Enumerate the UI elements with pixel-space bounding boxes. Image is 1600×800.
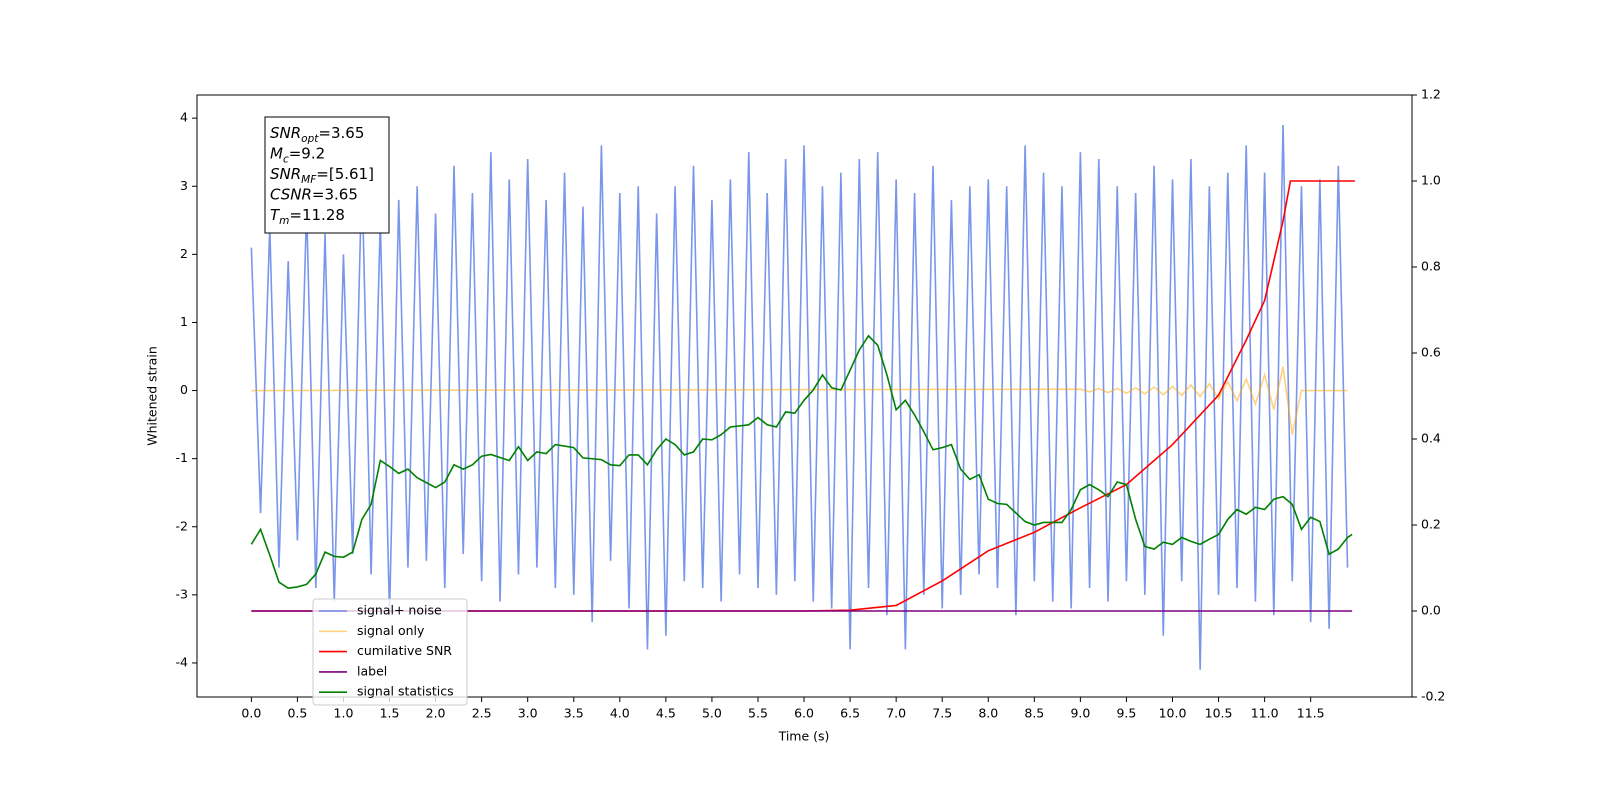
legend-label: signal only bbox=[357, 623, 425, 638]
y2-tick-label: 0.2 bbox=[1421, 517, 1441, 532]
y-tick-label: -2 bbox=[176, 518, 188, 533]
annotation-text: =[5.61] bbox=[316, 165, 374, 183]
annotation-text: =3.65 bbox=[312, 186, 358, 204]
x-tick-label: 9.5 bbox=[1116, 706, 1136, 721]
x-tick-label: 10.5 bbox=[1205, 706, 1233, 721]
series-line bbox=[250, 124, 1349, 670]
y2-tick-label: -0.2 bbox=[1421, 689, 1445, 704]
y2-tick-label: 1.0 bbox=[1421, 173, 1441, 188]
series-line bbox=[251, 180, 1355, 612]
series-line bbox=[250, 334, 1353, 590]
x-tick-label: 2.0 bbox=[426, 706, 446, 721]
legend-label: signal+ noise bbox=[357, 603, 442, 618]
annotation-text: =3.65 bbox=[318, 124, 364, 142]
x-tick-label: 4.5 bbox=[656, 706, 676, 721]
x-tick-label: 5.5 bbox=[748, 706, 768, 721]
y-tick-label: 1 bbox=[180, 314, 188, 329]
x-tick-label: 8.0 bbox=[978, 706, 998, 721]
x-tick-label: 3.5 bbox=[564, 706, 584, 721]
x-tick-label: 0.0 bbox=[241, 706, 261, 721]
x-tick-label: 7.0 bbox=[886, 706, 906, 721]
y-tick-label: 0 bbox=[180, 382, 188, 397]
y-tick-label: 3 bbox=[180, 178, 188, 193]
x-tick-label: 6.0 bbox=[794, 706, 814, 721]
x-tick-label: 1.0 bbox=[334, 706, 354, 721]
annotation: SNRopt=3.65 bbox=[270, 124, 364, 145]
x-tick-label: 6.5 bbox=[840, 706, 860, 721]
x-tick-label: 2.5 bbox=[472, 706, 492, 721]
x-axis-label: Time (s) bbox=[778, 729, 830, 744]
y2-tick-label: 0.0 bbox=[1421, 603, 1441, 618]
x-tick-label: 11.0 bbox=[1251, 706, 1279, 721]
y2-tick-label: 0.4 bbox=[1421, 431, 1441, 446]
x-tick-label: 10.0 bbox=[1159, 706, 1187, 721]
annotation-box bbox=[264, 116, 390, 234]
annotation-symbol: SNR bbox=[270, 124, 301, 142]
y-tick-label: 4 bbox=[180, 110, 188, 125]
x-tick-label: 7.5 bbox=[932, 706, 952, 721]
x-tick-label: 9.0 bbox=[1070, 706, 1090, 721]
series-line bbox=[251, 366, 1348, 435]
x-tick-label: 0.5 bbox=[287, 706, 307, 721]
legend-label: signal statistics bbox=[357, 684, 454, 699]
legend-box bbox=[312, 598, 468, 706]
legend-label: label bbox=[357, 663, 387, 678]
y-tick-label: -4 bbox=[176, 654, 189, 669]
x-tick-label: 8.5 bbox=[1024, 706, 1044, 721]
annotation-sub: opt bbox=[301, 133, 319, 145]
annotation-symbol: T bbox=[270, 206, 281, 224]
y-tick-label: 2 bbox=[180, 246, 188, 261]
annotation-symbol: M bbox=[270, 145, 283, 163]
y2-tick-label: 0.8 bbox=[1421, 259, 1441, 274]
x-tick-label: 1.5 bbox=[380, 706, 400, 721]
annotation-sub: c bbox=[283, 154, 289, 166]
y2-tick-label: 1.2 bbox=[1421, 87, 1441, 102]
y-tick-label: -1 bbox=[176, 450, 188, 465]
annotation: Tm=11.28 bbox=[270, 206, 345, 227]
x-tick-label: 3.0 bbox=[518, 706, 538, 721]
x-tick-label: 4.0 bbox=[610, 706, 630, 721]
annotation-text: =9.2 bbox=[289, 145, 325, 163]
annotation: CSNR=3.65 bbox=[270, 186, 358, 204]
annotation: Mc=9.2 bbox=[270, 145, 325, 166]
annotation-sub: MF bbox=[301, 174, 317, 186]
y-axis-label: Whitened strain bbox=[145, 346, 160, 445]
y-tick-label: -3 bbox=[176, 586, 188, 601]
x-tick-label: 5.0 bbox=[702, 706, 722, 721]
annotation-sub: m bbox=[279, 215, 289, 227]
annotation: SNRMF=[5.61] bbox=[270, 165, 374, 186]
y2-tick-label: 0.6 bbox=[1421, 345, 1441, 360]
annotation-symbol: SNR bbox=[270, 165, 301, 183]
legend-label: cumilative SNR bbox=[357, 643, 452, 658]
annotation-text: =11.28 bbox=[289, 206, 345, 224]
x-tick-label: 11.5 bbox=[1297, 706, 1325, 721]
annotation-symbol: CSNR bbox=[270, 186, 312, 204]
